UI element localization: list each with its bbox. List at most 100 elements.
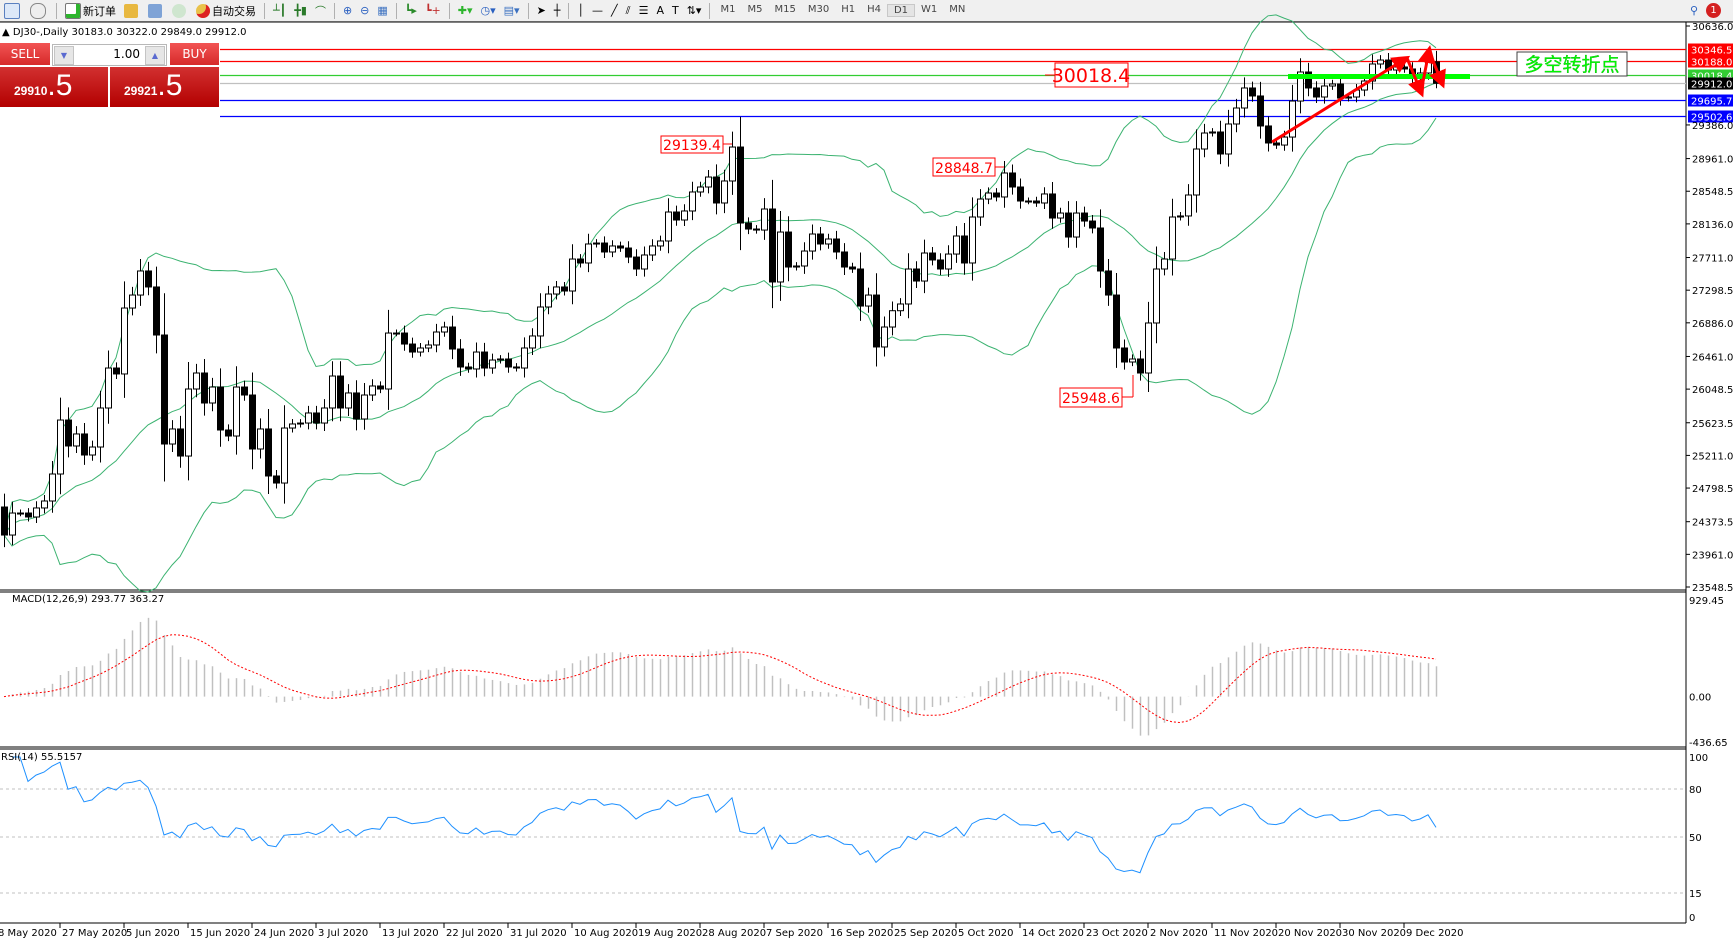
candle-bearish[interactable] — [113, 367, 120, 375]
candle-bearish[interactable] — [817, 233, 824, 245]
autoscroll-button[interactable]: ┗▸ — [401, 1, 421, 20]
candle-bullish[interactable] — [1169, 216, 1176, 260]
cursor-button[interactable]: ➤ — [533, 1, 550, 20]
candle-bearish[interactable] — [1121, 347, 1128, 363]
candle-bullish[interactable] — [209, 386, 216, 404]
candle-bullish[interactable] — [49, 473, 56, 502]
candle-bullish[interactable] — [945, 253, 952, 270]
candle-bullish[interactable] — [1161, 258, 1168, 270]
search-button[interactable]: ⚲ — [1686, 1, 1702, 20]
timeframe-w1[interactable]: W1 — [921, 4, 938, 15]
candle-bearish[interactable] — [1273, 142, 1280, 146]
candle-bullish[interactable] — [569, 258, 576, 292]
candle-bullish[interactable] — [689, 191, 696, 212]
candle-bearish[interactable] — [353, 392, 360, 420]
candle-bullish[interactable] — [969, 216, 976, 264]
buy-button[interactable]: BUY — [170, 43, 219, 65]
candle-bearish[interactable] — [465, 366, 472, 370]
candle-bullish[interactable] — [665, 211, 672, 242]
candle-bearish[interactable] — [937, 259, 944, 270]
candle-bearish[interactable] — [1305, 71, 1312, 89]
candle-bullish[interactable] — [681, 210, 688, 221]
candle-bullish[interactable] — [521, 347, 528, 369]
trendline-button[interactable]: ╱ — [607, 1, 622, 20]
candle-bullish[interactable] — [585, 243, 592, 264]
candle-bullish[interactable] — [73, 433, 80, 447]
candle-bullish[interactable] — [33, 507, 40, 518]
notifications-button[interactable]: 1 — [1702, 1, 1733, 20]
candle-bearish[interactable] — [993, 192, 1000, 198]
candle-bearish[interactable] — [513, 366, 520, 369]
timeframe-d1[interactable]: D1 — [886, 4, 916, 17]
candle-bullish[interactable] — [881, 326, 888, 348]
lot-input[interactable]: 1.00 — [113, 47, 140, 61]
candle-bearish[interactable] — [577, 258, 584, 264]
timeframe-m15[interactable]: M15 — [774, 4, 796, 15]
candle-bullish[interactable] — [305, 412, 312, 424]
candle-bullish[interactable] — [433, 331, 440, 346]
timeframe-h4[interactable]: H4 — [867, 4, 881, 15]
candle-bearish[interactable] — [625, 247, 632, 258]
candle-bullish[interactable] — [649, 245, 656, 256]
new-order-button[interactable]: 新订单 — [61, 1, 120, 20]
chart-shift-button[interactable]: ┗+ — [421, 1, 445, 20]
candle-bearish[interactable] — [873, 294, 880, 348]
candle-bullish[interactable] — [1145, 322, 1152, 374]
auto-trading-button[interactable]: 自动交易 — [192, 1, 260, 20]
candle-bullish[interactable] — [529, 335, 536, 349]
bar-chart-button[interactable]: ┴┃ — [269, 1, 290, 20]
candle-bearish[interactable] — [145, 270, 152, 288]
annotation-high-oct[interactable]: 28848.7 — [932, 157, 1004, 177]
candle-bearish[interactable] — [601, 242, 608, 253]
candle-bullish[interactable] — [185, 388, 192, 457]
candle-bearish[interactable] — [161, 334, 168, 445]
candle-bearish[interactable] — [633, 256, 640, 270]
candle-bearish[interactable] — [1017, 186, 1024, 202]
candle-bearish[interactable] — [241, 386, 248, 396]
candle-bullish[interactable] — [137, 270, 144, 296]
candle-bearish[interactable] — [769, 208, 776, 283]
candle-bullish[interactable] — [257, 428, 264, 450]
lot-size-stepper[interactable]: ▼ 1.00 ▲ — [52, 44, 167, 66]
candle-bullish[interactable] — [1321, 85, 1328, 98]
candle-bearish[interactable] — [401, 332, 408, 345]
candle-bullish[interactable] — [233, 386, 240, 437]
candle-bullish[interactable] — [809, 233, 816, 252]
candle-bullish[interactable] — [1185, 194, 1192, 217]
candle-bearish[interactable] — [841, 251, 848, 268]
candle-bearish[interactable] — [673, 211, 680, 221]
candle-bearish[interactable] — [153, 286, 160, 336]
candle-bearish[interactable] — [745, 222, 752, 230]
candle-bearish[interactable] — [1249, 87, 1256, 97]
candle-bullish[interactable] — [777, 231, 784, 283]
candle-bullish[interactable] — [977, 198, 984, 218]
candle-bullish[interactable] — [761, 208, 768, 231]
annotation-level[interactable]: 30018.4 — [1045, 62, 1130, 88]
zigzag-arrow[interactable] — [1427, 50, 1446, 89]
candle-bullish[interactable] — [657, 240, 664, 247]
candle-bullish[interactable] — [865, 294, 872, 307]
timeframe-h1[interactable]: H1 — [841, 4, 856, 15]
candle-bullish[interactable] — [1289, 100, 1296, 138]
candle-bearish[interactable] — [1265, 125, 1272, 144]
candle-bearish[interactable] — [1049, 193, 1056, 219]
candle-bearish[interactable] — [1337, 83, 1344, 99]
candle-bullish[interactable] — [393, 332, 400, 335]
candle-bullish[interactable] — [1129, 358, 1136, 363]
candle-bullish[interactable] — [801, 250, 808, 267]
candle-bullish[interactable] — [121, 307, 128, 375]
candle-bullish[interactable] — [1297, 71, 1304, 102]
candle-bullish[interactable] — [41, 500, 48, 509]
candle-bearish[interactable] — [1137, 358, 1144, 374]
candle-bearish[interactable] — [785, 231, 792, 268]
signals-button[interactable] — [168, 1, 192, 20]
candle-bullish[interactable] — [705, 176, 712, 188]
candle-bearish[interactable] — [25, 512, 32, 518]
candle-bearish[interactable] — [337, 375, 344, 409]
timeframe-m5[interactable]: M5 — [747, 4, 763, 15]
candle-bullish[interactable] — [321, 407, 328, 424]
candle-bullish[interactable] — [1057, 212, 1064, 219]
arrows-button[interactable]: ⇅▾ — [683, 1, 706, 20]
candle-bullish[interactable] — [1201, 132, 1208, 150]
buy-price-button[interactable]: 29921.5 — [110, 67, 219, 107]
